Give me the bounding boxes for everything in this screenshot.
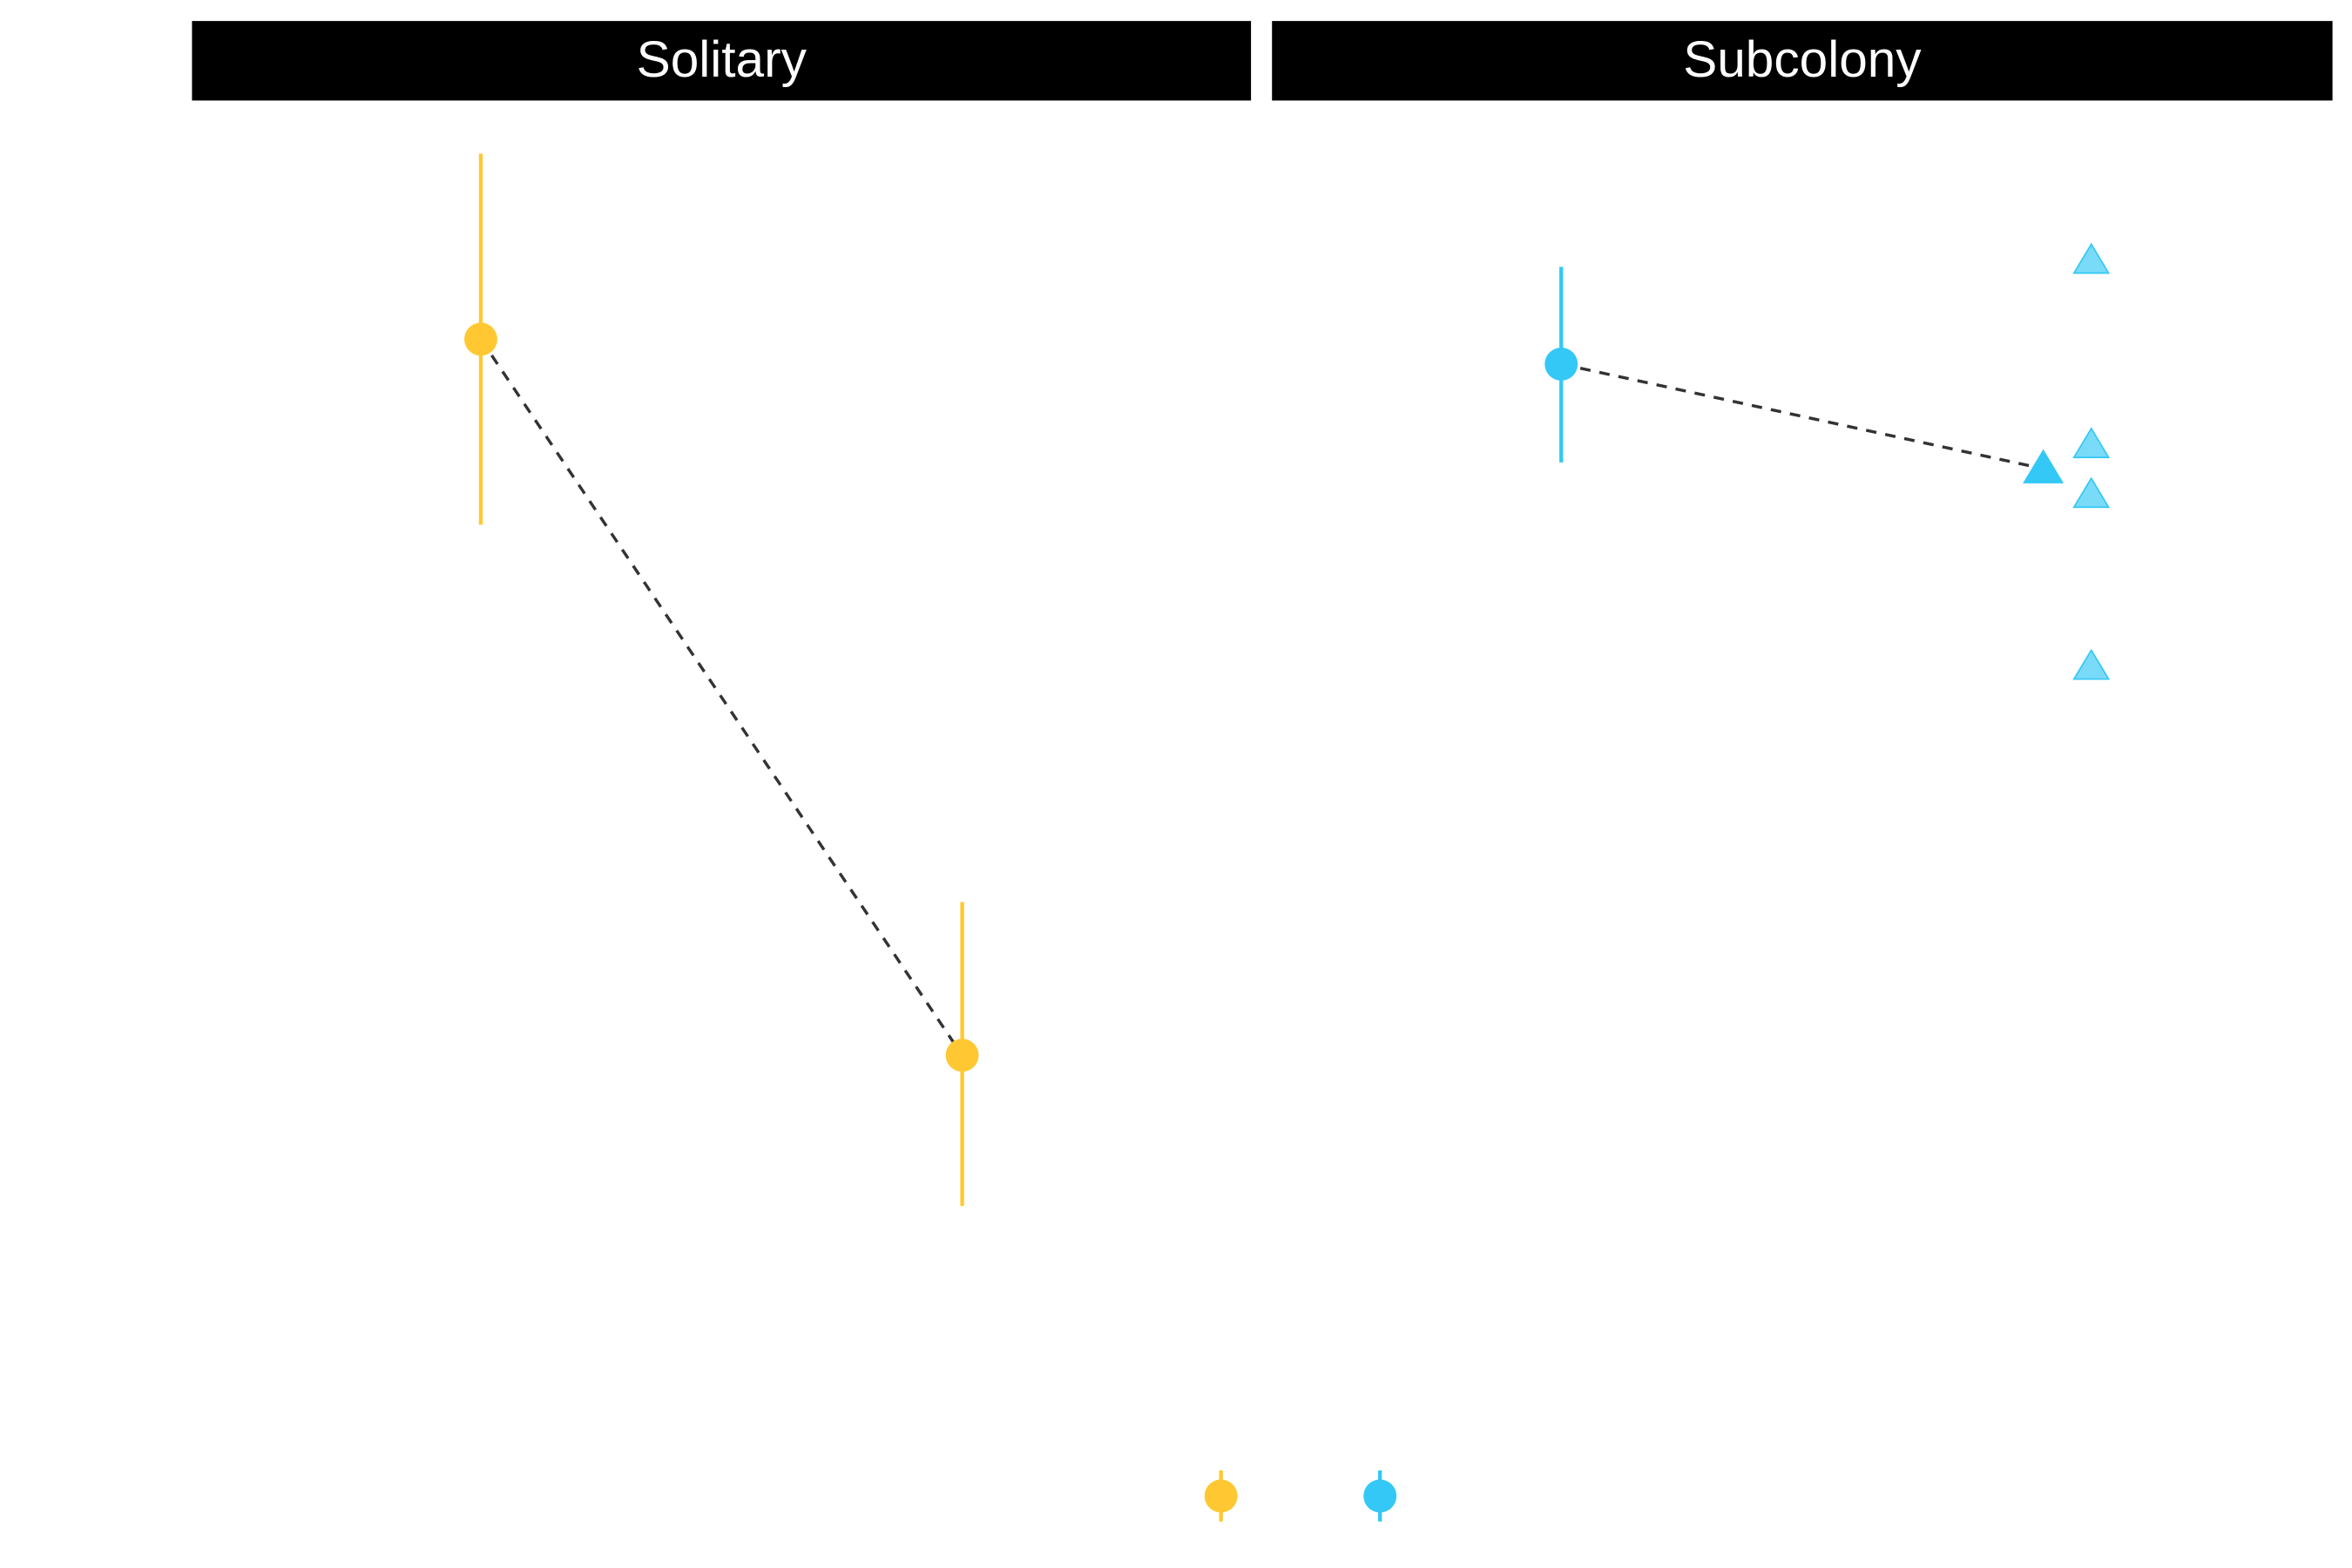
panel-title: Solitary bbox=[637, 31, 808, 88]
mean-point bbox=[2023, 449, 2065, 483]
panel-title: Subcolony bbox=[1683, 31, 1922, 88]
legend-key-point bbox=[1204, 1479, 1238, 1513]
mean-point bbox=[1544, 347, 1578, 381]
strip bbox=[1272, 21, 2333, 101]
strip bbox=[192, 21, 1252, 101]
raw-point bbox=[2072, 427, 2111, 458]
legend-key-point bbox=[1363, 1479, 1397, 1513]
mean-line bbox=[479, 338, 963, 1057]
raw-point bbox=[2072, 476, 2111, 509]
mean-point bbox=[945, 1038, 979, 1072]
raw-point bbox=[2072, 242, 2111, 274]
raw-point bbox=[2072, 648, 2111, 680]
mean-point bbox=[464, 322, 497, 356]
mean-line bbox=[1560, 362, 2044, 470]
